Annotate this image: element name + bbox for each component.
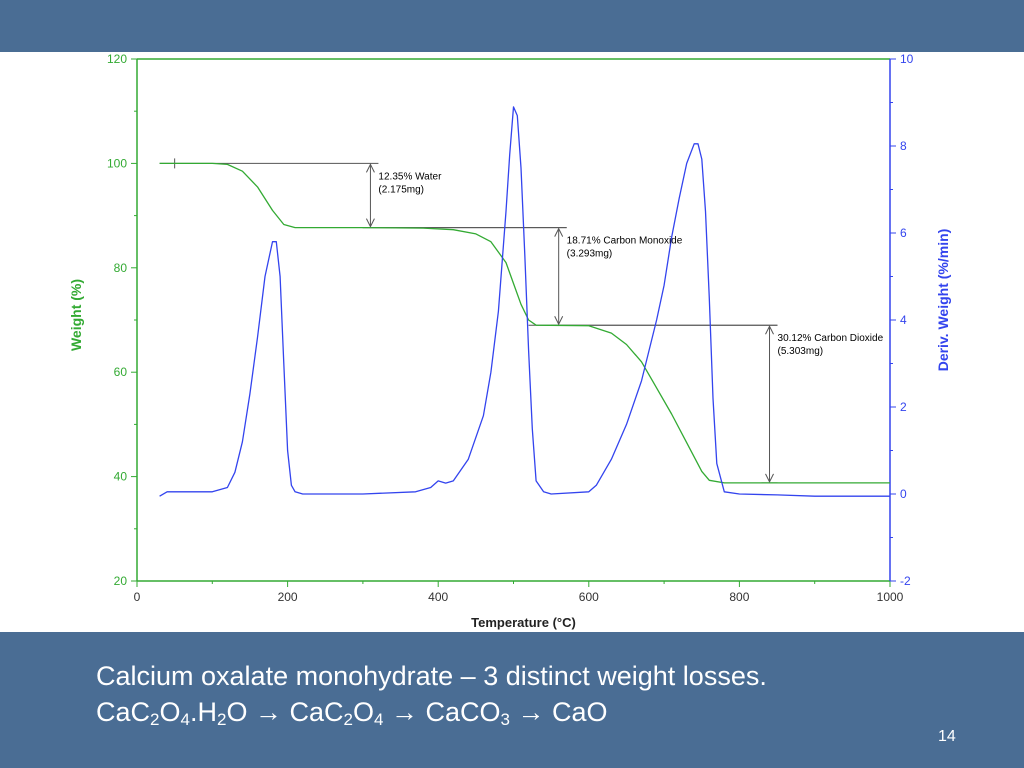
reaction-formula: CaC2O4.H2O → CaC2O4 → CaCO3 → CaO <box>96 694 767 730</box>
x-tick-label: 800 <box>729 590 749 604</box>
chart-series <box>159 106 890 497</box>
annotation-label: 30.12% Carbon Dioxide <box>778 333 884 344</box>
formula-text: CaO <box>544 697 608 727</box>
formula-text <box>383 697 391 727</box>
formula-text: CaCO <box>417 697 501 727</box>
annotation-sublabel: (3.293mg) <box>567 249 613 260</box>
y-left-tick-label: 20 <box>114 574 128 588</box>
y-left-tick-label: 80 <box>114 261 128 275</box>
deriv-series-line <box>159 106 890 497</box>
x-tick-label: 200 <box>278 590 298 604</box>
bottom-band <box>0 632 1024 768</box>
annotation-label: 12.35% Water <box>378 171 442 182</box>
arrow-icon: → <box>254 697 282 727</box>
weight-series-line <box>159 162 890 484</box>
formula-subscript: 2 <box>216 710 227 729</box>
formula-text: O <box>159 697 181 727</box>
y-right-axis-title: Deriv. Weight (%/min) <box>935 229 951 372</box>
formula-subscript: 2 <box>343 710 353 729</box>
annotation-sublabel: (5.303mg) <box>778 346 824 357</box>
chart-axes <box>131 58 896 587</box>
arrow-up-icon <box>554 227 564 237</box>
y-right-tick-label: 10 <box>900 52 914 66</box>
arrow-down-icon <box>554 315 564 326</box>
x-axis-title: Temperature (°C) <box>471 615 576 630</box>
formula-text: CaC <box>96 697 151 727</box>
y-left-tick-label: 100 <box>107 156 127 170</box>
arrow-down-icon <box>765 473 774 483</box>
slide-caption: Calcium oxalate monohydrate – 3 distinct… <box>96 658 767 730</box>
arrow-icon: → <box>390 697 418 727</box>
y-left-axis-title: Weight (%) <box>68 279 84 351</box>
y-left-tick-label: 120 <box>107 52 127 66</box>
tga-chart: 0 200 400 600 800 1000 20 40 60 80 100 120 -2 0 2 4 6 8 10… <box>68 52 951 630</box>
formula-text: O <box>226 697 255 727</box>
x-tick-label: 600 <box>579 590 599 604</box>
y-right-tick-label: 6 <box>900 226 907 240</box>
y-left-tick-label: 40 <box>114 470 128 484</box>
arrow-icon: → <box>517 697 545 727</box>
formula-subscript: 3 <box>500 710 510 729</box>
chart-annotations <box>159 158 778 484</box>
arrow-up-icon <box>365 163 375 173</box>
caption-line1: Calcium oxalate monohydrate – 3 distinct… <box>96 661 767 691</box>
formula-text: O <box>352 697 374 727</box>
x-tick-label: 400 <box>428 590 448 604</box>
y-right-tick-label: 2 <box>900 400 907 414</box>
arrow-down-icon <box>365 218 375 228</box>
y-right-tick-label: 4 <box>900 313 907 327</box>
formula-text: CaC <box>281 697 344 727</box>
x-tick-label: 1000 <box>877 590 904 604</box>
chart-labels: 0 200 400 600 800 1000 20 40 60 80 100 120 -2 0 2 4 6 8 10… <box>68 52 951 630</box>
formula-text: .H <box>189 697 217 727</box>
y-right-tick-label: 8 <box>900 139 907 153</box>
top-band <box>0 0 1024 52</box>
annotation-label: 18.71% Carbon Monoxide <box>567 236 683 247</box>
formula-subscript: 2 <box>150 710 160 729</box>
formula-subscript: 4 <box>373 710 384 729</box>
annotation-sublabel: (2.175mg) <box>378 184 424 195</box>
y-left-tick-label: 60 <box>114 365 128 379</box>
slide-number: 14 <box>938 728 956 745</box>
arrow-up-icon <box>765 325 774 335</box>
y-right-tick-label: -2 <box>900 574 911 588</box>
x-tick-label: 0 <box>134 590 141 604</box>
formula-subscript: 4 <box>180 710 190 729</box>
y-right-tick-label: 0 <box>900 487 907 501</box>
